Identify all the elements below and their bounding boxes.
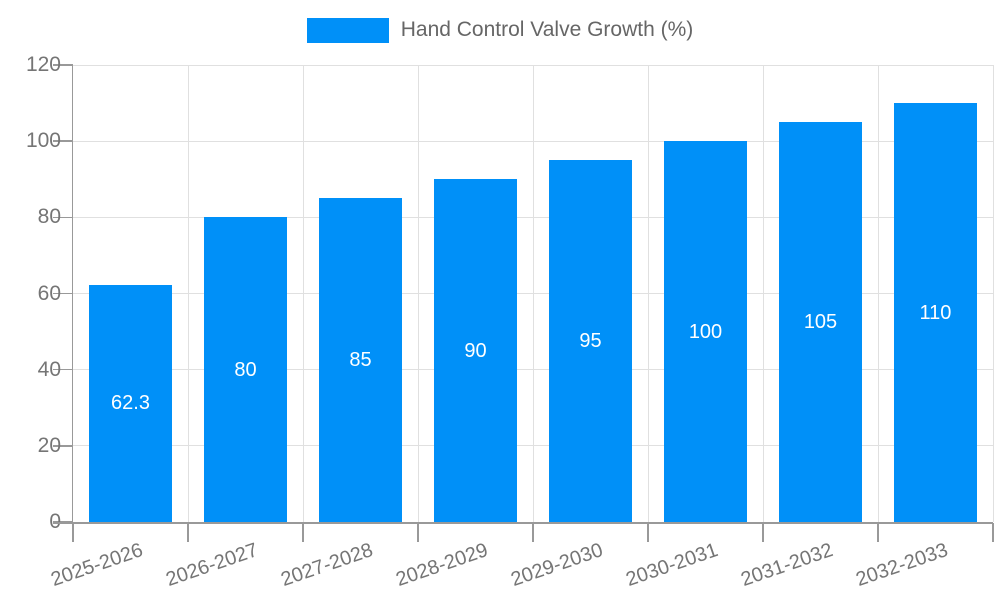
y-axis-tick	[53, 368, 73, 371]
x-axis-category-label: 2032-2033	[853, 539, 951, 591]
y-axis-tick	[53, 445, 73, 447]
x-axis-tick	[877, 523, 879, 542]
x-axis-category-label: 2031-2032	[738, 539, 836, 591]
legend-item[interactable]: Hand Control Valve Growth (%)	[0, 17, 1000, 43]
y-axis-tick	[53, 292, 73, 295]
bar[interactable]: 62.3	[89, 284, 172, 522]
y-axis-tick	[53, 140, 73, 142]
gridline-vertical	[647, 65, 649, 522]
plot-area: 02040608010012062.32025-2026802026-20278…	[26, 54, 994, 591]
x-axis-tick	[417, 523, 419, 542]
x-axis-category-label: 2030-2031	[623, 539, 721, 591]
bar-value-label: 110	[919, 301, 952, 324]
x-axis-category-label: 2029-2030	[508, 539, 606, 591]
y-axis-line	[71, 65, 73, 522]
legend-label: Hand Control Valve Growth (%)	[400, 18, 694, 41]
bar[interactable]: 110	[894, 103, 977, 522]
x-axis-tick	[532, 523, 534, 542]
gridline-vertical	[302, 65, 304, 522]
gridline-vertical	[417, 65, 419, 522]
y-axis-tick	[53, 216, 73, 219]
x-axis-category-label: 2028-2029	[393, 539, 491, 591]
bar[interactable]: 105	[779, 122, 862, 522]
x-axis-tick	[992, 523, 994, 542]
bar[interactable]: 85	[319, 198, 402, 522]
x-axis-tick	[187, 523, 189, 542]
bar-value-label: 90	[464, 339, 487, 362]
x-axis-category-label: 2025-2026	[48, 539, 146, 591]
gridline-vertical	[877, 65, 879, 522]
x-axis-tick	[762, 523, 764, 542]
bar[interactable]: 90	[434, 179, 517, 522]
gridline-vertical	[992, 65, 994, 522]
y-axis-tick-label: 20	[37, 433, 61, 457]
x-axis-category-label: 2026-2027	[163, 539, 261, 591]
legend-swatch-icon	[306, 17, 389, 43]
bar-value-label: 105	[803, 311, 838, 334]
y-axis-tick-label: 80	[37, 205, 61, 229]
bar[interactable]: 100	[664, 141, 747, 522]
bar[interactable]: 80	[204, 217, 287, 522]
y-axis-tick-label: 100	[25, 129, 61, 153]
x-axis-tick	[647, 523, 649, 542]
gridline-vertical	[762, 65, 764, 522]
y-axis-tick-label: 0	[3, 511, 61, 533]
gridline-vertical	[187, 65, 189, 522]
bar-value-label: 100	[688, 320, 723, 343]
bar-value-label: 95	[579, 330, 602, 353]
gridline-vertical	[532, 65, 534, 522]
x-axis-category-label: 2027-2028	[278, 539, 376, 591]
bar-value-label: 80	[234, 358, 257, 381]
x-axis-tick	[72, 523, 74, 542]
x-axis-line	[53, 522, 993, 524]
y-axis-tick-label: 120	[25, 53, 61, 76]
y-axis-tick	[53, 64, 73, 66]
bar-value-label: 85	[349, 349, 372, 372]
x-axis-tick	[302, 523, 304, 542]
y-axis-tick-label: 40	[37, 357, 61, 381]
y-axis-tick-label: 60	[37, 281, 61, 305]
bar[interactable]: 95	[549, 160, 632, 522]
bar-value-label: 62.3	[111, 392, 150, 415]
